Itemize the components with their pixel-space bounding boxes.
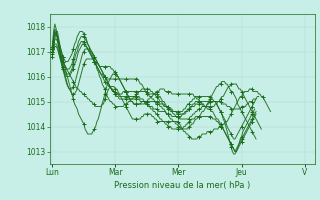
X-axis label: Pression niveau de la mer( hPa ): Pression niveau de la mer( hPa ) (114, 181, 251, 190)
